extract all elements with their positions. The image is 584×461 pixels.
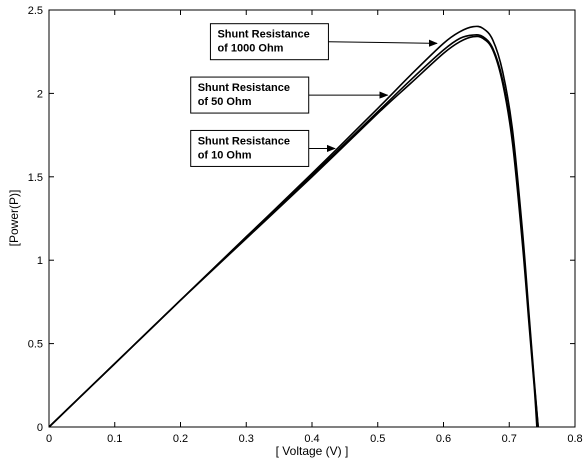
x-tick-label: 0.2 [173,433,188,445]
x-tick-label: 0.4 [304,433,319,445]
y-tick-label: 0 [37,422,43,434]
series-line-3 [48,35,538,428]
y-axis-label: [Power(P)] [7,190,21,247]
annotation-text: Shunt Resistance [198,82,290,94]
annotation-text: of 1000 Ohm [217,43,283,55]
y-tick-label: 2 [37,88,43,100]
annotation-text: Shunt Resistance [198,135,290,147]
y-tick-label: 2.5 [28,5,43,17]
annotation-text: of 50 Ohm [198,96,252,108]
plot-area [48,9,576,428]
annotation-1: Shunt Resistance of 1000 Ohm [209,23,438,61]
axis-ticks [48,9,576,428]
y-tick-label: 1.5 [28,172,43,184]
annotation-box [209,23,329,61]
y-tick-label: 0.5 [28,339,43,351]
x-tick-label: 0 [46,433,52,445]
x-axis-label: [ Voltage (V) ] [276,444,349,458]
annotation-text: of 10 Ohm [198,149,252,161]
y-tick-labels: 0 0.5 1 1.5 2 2.5 [28,5,43,434]
x-tick-label: 0.6 [436,433,451,445]
series-lines [48,25,539,428]
x-tick-label: 0.1 [107,433,122,445]
annotation-2: Shunt Resistance of 50 Ohm [190,76,389,114]
y-tick-label: 1 [37,255,43,267]
annotation-box [190,129,310,167]
annotation-3: Shunt Resistance of 10 Ohm [190,129,336,167]
x-tick-label: 0.5 [370,433,385,445]
annotation-text: Shunt Resistance [217,29,309,41]
x-tick-labels: 0 0.1 0.2 0.3 0.4 0.5 0.6 0.7 0.8 [46,433,583,445]
annotation-arrow [328,39,438,47]
x-tick-label: 0.3 [239,433,254,445]
x-tick-label: 0.7 [502,433,517,445]
annotation-box [190,76,310,114]
x-tick-label: 0.8 [567,433,582,445]
